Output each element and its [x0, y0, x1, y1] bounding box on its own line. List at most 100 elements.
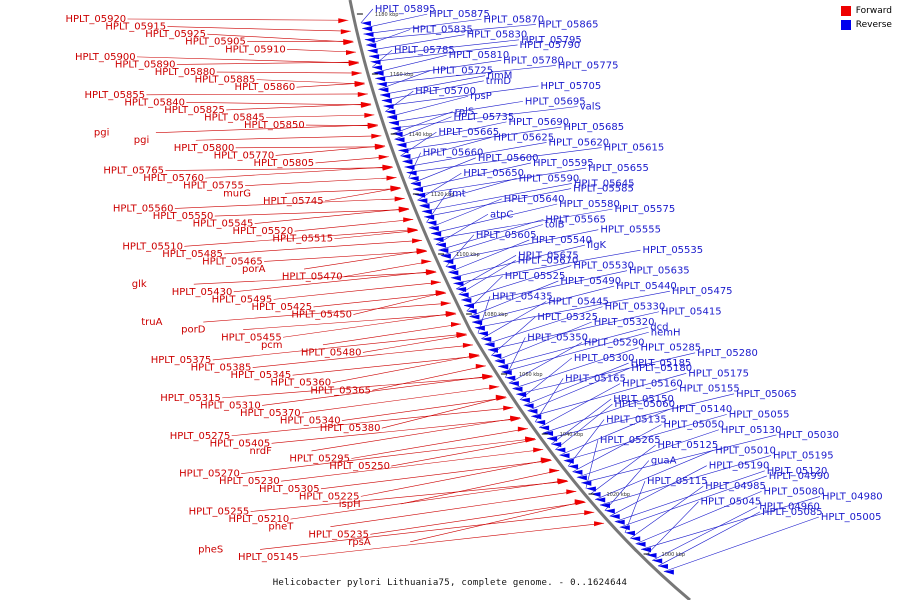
reverse-gene-label: HPLT_05620 [549, 137, 610, 148]
reverse-gene-arrow [624, 530, 635, 536]
reverse-gene-label: HPLT_05565 [545, 214, 606, 225]
forward-gene-label: HPLT_05805 [253, 158, 314, 169]
reverse-gene-arrow [595, 497, 606, 503]
forward-gene-label: HPLT_05920 [66, 14, 127, 25]
forward-gene-label: ispH [339, 499, 361, 510]
reverse-gene-label: HPLT_05190 [709, 461, 770, 472]
forward-gene-label: HPLT_05520 [233, 226, 294, 237]
reverse-gene-arrow [469, 314, 480, 320]
forward-gene-label: HPLT_05455 [221, 332, 282, 343]
forward-gene-label: HPLT_05905 [185, 37, 246, 48]
reverse-gene-label: HPLT_05665 [438, 127, 499, 138]
forward-gene-arrow [440, 301, 451, 307]
forward-gene-arrow [425, 269, 436, 275]
reverse-gene-arrow [619, 525, 630, 531]
reverse-gene-arrow [481, 336, 492, 342]
leader-lines [127, 8, 821, 572]
reverse-gene-label: rimM [487, 71, 512, 82]
forward-gene-label: HPLT_05765 [103, 166, 164, 177]
forward-gene-label: pheT [268, 522, 294, 533]
reverse-gene-arrow [599, 503, 610, 509]
scale-ticks: 1180 kbp 1160 kbp 1140 kbp 1120 kbp 1100 kbp… [356, 12, 685, 558]
forward-gene-arrow [594, 521, 605, 527]
reverse-gene-arrow [474, 325, 485, 331]
forward-gene-arrow [445, 311, 456, 317]
reverse-gene-label: HPLT_05300 [574, 353, 635, 364]
reverse-gene-arrow [487, 347, 498, 353]
reverse-gene-arrow [652, 558, 663, 564]
forward-gene-label: HPLT_05470 [282, 272, 343, 283]
reverse-gene-label: HPLT_05555 [600, 225, 661, 236]
reverse-gene-label: tolB [545, 220, 565, 231]
reverse-gene-label: HPLT_05285 [641, 343, 702, 354]
forward-gene-arrow [374, 143, 385, 149]
forward-gene-arrow [468, 352, 479, 358]
scale-tick-label: 1120 kbp [431, 192, 455, 198]
reverse-gene-arrow [381, 98, 392, 104]
reverse-gene-label: HPLT_05085 [762, 507, 823, 518]
reverse-gene-arrow [576, 475, 587, 481]
forward-gene-arrow [416, 248, 427, 254]
reverse-gene-label: HPLT_05875 [429, 9, 490, 20]
forward-gene-label: HPLT_05885 [195, 75, 256, 86]
reverse-gene-arrow [535, 419, 546, 425]
forward-gene-arrow [357, 91, 368, 97]
reverse-gene-arrow [527, 408, 538, 414]
reverse-gene-arrow [426, 220, 437, 226]
reverse-gene-label: HPLT_05350 [527, 332, 588, 343]
reverse-gene-arrow [387, 115, 398, 121]
forward-gene-label: HPLT_05250 [329, 461, 390, 472]
reverse-gene-label: HPLT_05870 [483, 14, 544, 25]
forward-gene-label: HPLT_05545 [193, 219, 254, 230]
reverse-gene-label: HPLT_05330 [605, 302, 666, 313]
reverse-gene-arrow [366, 43, 377, 49]
reverse-gene-label: HPLT_05535 [642, 245, 703, 256]
scale-tick-label: 1080 kbp [484, 312, 508, 318]
reverse-gene-label: HPLT_04980 [822, 491, 883, 502]
forward-gene-label: HPLT_05295 [289, 453, 350, 464]
forward-gene-arrow [382, 164, 393, 170]
forward-gene-label: HPLT_05550 [153, 211, 214, 222]
forward-gene-label: HPLT_05210 [229, 514, 290, 525]
reverse-gene-arrow [498, 364, 509, 370]
gene-labels: HPLT_05920HPLT_05915HPLT_05925HPLT_05905… [66, 4, 883, 563]
reverse-gene-arrow [484, 342, 495, 348]
reverse-gene-label: HPLT_05060 [614, 399, 675, 410]
reverse-gene-label: HPLT_05625 [493, 132, 554, 143]
forward-gene-label: HPLT_05745 [263, 196, 324, 207]
forward-gene-arrow [435, 290, 446, 296]
reverse-gene-label: HPLT_05050 [663, 420, 724, 431]
reverse-gene-label: HPLT_05695 [525, 96, 586, 107]
reverse-gene-arrow [369, 54, 380, 60]
reverse-gene-label: HPLT_05160 [622, 379, 683, 390]
scale-tick-label: 1040 kbp [560, 432, 584, 438]
forward-gene-label: HPLT_05925 [145, 29, 206, 40]
reverse-gene-label: HPLT_05585 [573, 184, 634, 195]
reverse-gene-arrow [551, 442, 562, 448]
reverse-gene-arrow [604, 508, 615, 514]
reverse-gene-label: HPLT_05320 [594, 317, 655, 328]
forward-gene-label: HPLT_05850 [244, 120, 305, 131]
forward-gene-label: glk [132, 279, 147, 290]
forward-gene-label: HPLT_05270 [179, 469, 240, 480]
reverse-gene-label: HPLT_05790 [520, 40, 581, 51]
reverse-gene-arrow [445, 264, 456, 270]
forward-gene-arrow [351, 71, 362, 77]
forward-gene-label: pgi [134, 135, 149, 146]
forward-gene-label: rpsA [348, 537, 371, 548]
reverse-swatch-icon [840, 20, 851, 30]
reverse-gene-arrow [367, 48, 378, 54]
forward-gene-arrow [348, 60, 359, 66]
reverse-gene-label: HPLT_05785 [394, 45, 455, 56]
reverse-gene-label: HPLT_05725 [432, 66, 493, 77]
reverse-gene-arrow [408, 176, 419, 182]
forward-gene-label: HPLT_05380 [320, 423, 381, 434]
forward-gene-label: porA [242, 264, 266, 275]
reverse-gene-label: HPLT_05575 [615, 204, 676, 215]
reverse-gene-label: HPLT_05490 [560, 276, 621, 287]
reverse-gene-arrow [523, 403, 534, 409]
reverse-gene-label: HPLT_05615 [604, 143, 665, 154]
forward-gene-label: HPLT_05255 [189, 507, 250, 518]
legend-forward-label: Forward [855, 6, 892, 16]
forward-gene-label: porD [181, 325, 206, 336]
